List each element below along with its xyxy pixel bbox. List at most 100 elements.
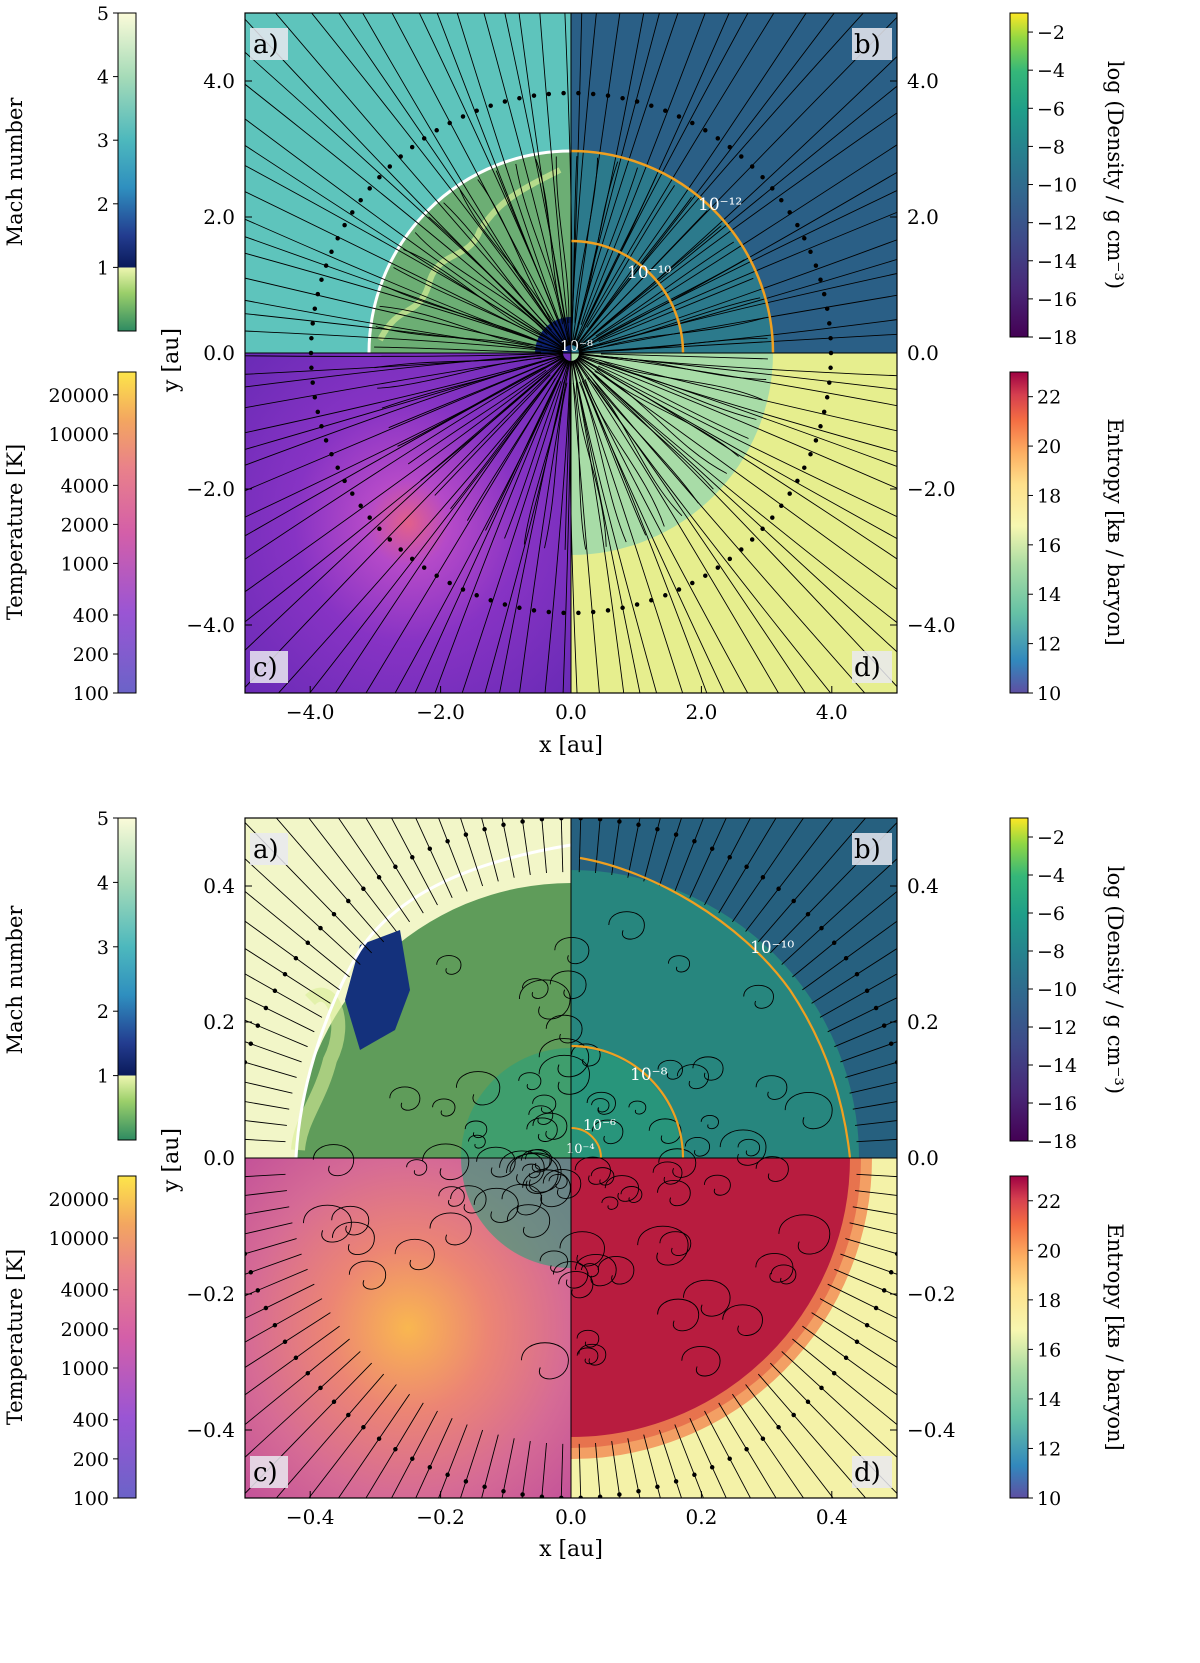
top-temperature-colorbar-tick-label: 100 (73, 683, 109, 705)
top-mach-colorbar: 1 2 3 4 5 Mach number (3, 3, 137, 332)
top-streamline-arrow (727, 144, 733, 150)
top-streamline-arrow (434, 128, 439, 133)
bottom-density-colorbar-tick-label: −10 (1037, 979, 1077, 1001)
top-streamline (456, 13, 569, 346)
bottom-vortex-streamline (578, 1343, 607, 1366)
top-inner-streamline (572, 382, 587, 550)
bottom-streamline (856, 1138, 897, 1143)
top-streamline-arrow (474, 593, 479, 598)
top-streamline-arrow (460, 587, 466, 592)
bottom-streamline (840, 1041, 897, 1063)
top-streamline (499, 360, 570, 693)
top-density-colorbar-tick-label: −14 (1037, 251, 1077, 273)
top-streamline (245, 354, 564, 434)
top-mach-colorbar-tick-label: 3 (97, 130, 109, 152)
top-streamline (576, 358, 897, 653)
bottom-vortex-streamline (432, 1098, 456, 1117)
bottom-vortex-streamline (755, 1253, 794, 1283)
bottom-vortex-streamline (542, 1169, 582, 1199)
top-streamline-arrow (531, 608, 537, 613)
bottom-vortex-streamline (659, 1231, 692, 1256)
bottom-vortex-streamline (681, 1346, 721, 1377)
top-density-colorbar-tick-label: −6 (1037, 98, 1065, 120)
top-streamline (578, 211, 897, 351)
bottom-mach-colorbar: 1 2 3 4 5 Mach number (3, 808, 137, 1141)
bottom-streamline-arrow (709, 1465, 715, 1470)
top-streamline-arrow (808, 451, 813, 457)
bottom-streamline (718, 818, 777, 914)
bottom-streamline (769, 1362, 897, 1495)
top-inner-streamline (555, 156, 570, 324)
bottom-panel-label-b: b) (852, 833, 892, 865)
bottom-streamline-arrow (248, 1270, 254, 1275)
top-inner-streamline (388, 363, 544, 429)
top-streamline-arrow (715, 136, 721, 141)
bottom-streamline (827, 1283, 897, 1319)
top-axes: −4.0 −2.0 0.0 2.0 4.0 4.0 4.0 2.0 2.0 0.0 0.0 −2.0 −… (186, 69, 955, 724)
top-entropy-colorbar-tick-label: 16 (1037, 535, 1061, 557)
bottom-streamline-arrow (843, 955, 849, 961)
bottom-streamline-arrow (888, 1270, 894, 1275)
top-streamline (577, 190, 897, 350)
top-streamline-arrow (818, 424, 823, 429)
bottom-streamline (460, 1429, 484, 1498)
bottom-vortex-streamline (312, 1144, 355, 1177)
top-inner-streamline (485, 379, 559, 531)
bottom-vortex-streamline (521, 978, 549, 999)
top-inner-streamline (600, 353, 768, 360)
bottom-streamline (578, 818, 582, 873)
top-streamline-arrow (818, 277, 823, 282)
top-contour-label-1e-8: 10⁻⁸ (560, 337, 593, 355)
bottom-streamline (245, 1222, 293, 1235)
top-streamline (544, 360, 571, 693)
top-streamline (434, 360, 569, 693)
bottom-vortex-streamline (700, 1115, 719, 1130)
bottom-streamline (643, 818, 661, 882)
top-streamline-arrow (335, 465, 340, 470)
bottom-streamline (541, 1442, 547, 1498)
bottom-density-colorbar-tick-label: −6 (1037, 903, 1065, 925)
bottom-mach-colorbar-tick-label: 5 (97, 808, 109, 830)
bottom-streamline (245, 920, 340, 991)
bottom-streamline-arrow (463, 832, 469, 837)
top-streamline-arrow (663, 593, 668, 598)
bottom-y-tick-label-right: −0.4 (907, 1418, 956, 1442)
bottom-vortex-streamline (476, 1146, 516, 1178)
top-inner-streamline (590, 375, 699, 504)
bottom-vortex-streamline (558, 1271, 594, 1299)
top-inner-streamline (379, 305, 542, 347)
bottom-streamline (245, 1298, 323, 1343)
top-inner-streamline (375, 326, 542, 350)
top-y-tick-label-left: 0.0 (203, 341, 235, 365)
bottom-density-colorbar-tick-label: −12 (1037, 1017, 1077, 1039)
top-streamline-arrow (576, 610, 581, 616)
bottom-temperature-colorbar-scale (117, 1175, 137, 1499)
top-y-tick-label-right: 2.0 (907, 205, 939, 229)
top-inner-streamline (594, 370, 728, 474)
top-streamline-arrow (802, 236, 807, 241)
bottom-streamline (811, 947, 897, 1004)
bottom-vortex-streamline (438, 1186, 465, 1207)
bottom-streamline (845, 1061, 897, 1078)
bottom-streamline-arrow (255, 1288, 261, 1293)
bottom-streamline (438, 1424, 468, 1498)
bottom-streamline-arrow (346, 898, 351, 904)
top-inner-streamline (428, 216, 550, 333)
top-density-colorbar-title: log (Density / g cm⁻³) (1103, 61, 1127, 289)
bottom-streamline (245, 1283, 315, 1319)
bottom-streamline-arrow (263, 1005, 269, 1011)
bottom-streamline (595, 1442, 601, 1498)
bottom-vortex-streamline (525, 1149, 553, 1170)
top-streamline-arrow (824, 306, 830, 311)
bottom-streamline (611, 818, 621, 875)
top-streamline-arrow (605, 608, 611, 613)
bottom-vortex-streamline (509, 1152, 562, 1193)
top-inner-streamline (414, 232, 548, 335)
bottom-vortex-streamline (648, 1118, 682, 1144)
bottom-streamline-arrow (272, 988, 278, 994)
top-streamline-arrow (787, 210, 792, 215)
bottom-streamline (245, 1138, 286, 1143)
bottom-streamline-arrow (854, 971, 860, 977)
bottom-streamline-arrow (234, 1098, 238, 1102)
top-streamline (578, 355, 897, 489)
